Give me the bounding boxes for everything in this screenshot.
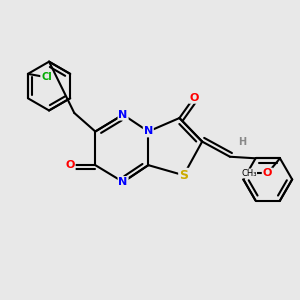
Text: Cl: Cl: [41, 72, 52, 82]
Text: O: O: [263, 169, 272, 178]
Text: N: N: [144, 127, 153, 136]
Text: H: H: [238, 136, 246, 147]
Text: CH₃: CH₃: [241, 169, 256, 178]
Text: N: N: [118, 177, 128, 187]
Text: O: O: [65, 160, 75, 170]
Text: O: O: [189, 93, 198, 103]
Text: N: N: [118, 110, 128, 120]
Text: S: S: [179, 169, 188, 182]
